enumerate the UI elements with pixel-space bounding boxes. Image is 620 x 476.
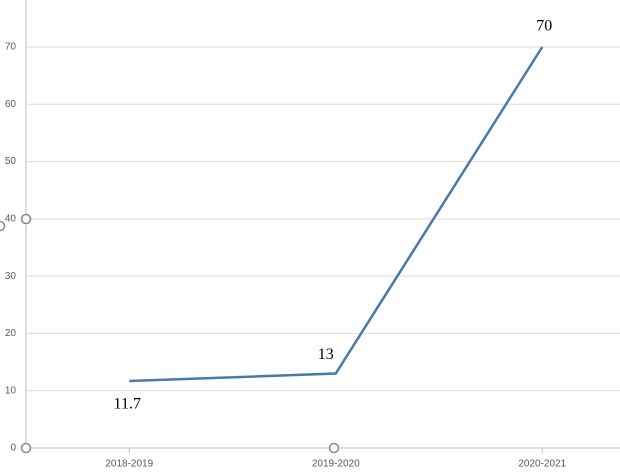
selection-handle[interactable] — [20, 442, 32, 454]
data-label: 13 — [318, 346, 334, 363]
y-tick-label: 60 — [5, 99, 17, 110]
data-label: 70 — [536, 18, 552, 35]
y-tick-label: 10 — [5, 385, 17, 396]
y-tick-label: 70 — [5, 42, 17, 53]
y-tick-label: 50 — [5, 156, 17, 167]
y-tick-label: 0 — [10, 443, 16, 454]
x-tick-label: 2020-2021 — [518, 459, 566, 470]
y-tick-label: 20 — [5, 328, 17, 339]
x-tick-label: 2018-2019 — [105, 459, 153, 470]
plot: 0 10 20 30 40 50 60 70 2018-2019 2019-2020 2020-20… — [5, 18, 620, 470]
selection-handle[interactable] — [20, 213, 32, 225]
selection-handle[interactable] — [328, 442, 340, 454]
selection-handle[interactable] — [0, 220, 6, 232]
y-tick-label: 30 — [5, 271, 17, 282]
y-tick-label: 40 — [5, 213, 17, 224]
x-tick-label: 2019-2020 — [312, 459, 360, 470]
line-series — [129, 46, 544, 383]
data-label: 11.7 — [114, 396, 141, 413]
